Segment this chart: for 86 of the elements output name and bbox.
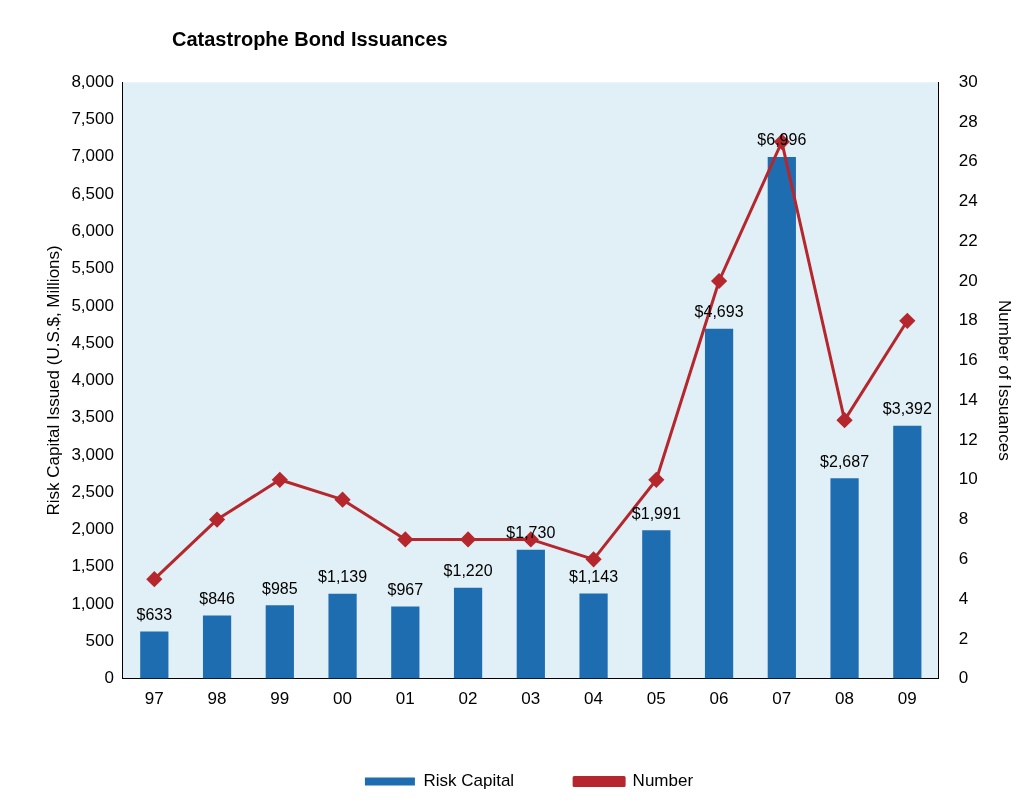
point	[397, 531, 413, 547]
x-tick-label: 06	[709, 689, 729, 709]
bar	[893, 425, 922, 679]
bar	[579, 593, 608, 679]
data-label: $846	[199, 589, 235, 607]
x-tick-label: 98	[207, 689, 227, 709]
y-tick-label: 2,500	[71, 481, 114, 501]
bar	[140, 631, 169, 679]
y-tick-label: 1,500	[71, 556, 114, 576]
data-label: $1,143	[569, 567, 619, 585]
y-tick-label: 1,000	[71, 593, 114, 613]
data-label: $1,730	[506, 524, 556, 542]
data-label: $1,991	[631, 504, 681, 522]
y2-tick-label: 24	[958, 191, 978, 211]
y-tick-label: 500	[85, 631, 114, 651]
bar	[642, 530, 671, 679]
y-tick-label: 8,000	[71, 71, 114, 91]
y2-tick-label: 22	[958, 230, 978, 250]
bar	[516, 549, 545, 679]
x-tick-label: 99	[270, 689, 290, 709]
y2-tick-label: 4	[958, 588, 969, 608]
y2-tick-label: 28	[958, 111, 978, 131]
chart-title: Catastrophe Bond Issuances	[172, 28, 448, 51]
x-tick-label: 97	[144, 689, 164, 709]
y-tick-label: 4,500	[71, 332, 114, 352]
data-label: $633	[136, 605, 173, 623]
point	[837, 412, 853, 428]
y2-axis-title: Number of Issuances	[995, 300, 1015, 461]
x-tick-label: 07	[772, 689, 792, 709]
point	[899, 313, 915, 329]
x-tick-label: 01	[395, 689, 415, 709]
point	[711, 273, 727, 289]
legend-label: Risk Capital	[423, 771, 515, 791]
x-tick-label: 03	[521, 689, 541, 709]
point	[272, 472, 288, 488]
point	[586, 551, 602, 567]
bar	[767, 157, 796, 679]
bar	[391, 606, 420, 679]
x-tick-label: 04	[584, 689, 604, 709]
x-tick-label: 08	[835, 689, 855, 709]
y-tick-label: 3,500	[71, 407, 114, 427]
bar	[328, 593, 357, 679]
y-tick-label: 0	[104, 668, 114, 688]
y-tick-label: 6,500	[71, 183, 114, 203]
data-label: $1,139	[318, 568, 368, 586]
y2-tick-label: 8	[958, 509, 969, 529]
y-tick-label: 5,000	[71, 295, 114, 315]
y2-tick-label: 6	[958, 549, 969, 569]
data-label: $2,687	[820, 452, 870, 470]
bar	[830, 478, 859, 679]
y-tick-label: 6,000	[71, 220, 114, 240]
y2-tick-label: 20	[958, 270, 978, 290]
x-tick-label: 09	[897, 689, 917, 709]
point	[209, 512, 225, 528]
data-label: $3,392	[882, 400, 932, 418]
y2-tick-label: 0	[958, 668, 969, 688]
y-tick-label: 2,000	[71, 519, 114, 539]
y2-tick-label: 2	[958, 628, 969, 648]
y-tick-label: 7,000	[71, 146, 114, 166]
point	[146, 571, 162, 587]
bar	[265, 605, 294, 679]
y2-tick-label: 18	[958, 310, 978, 330]
x-tick-label: 02	[458, 689, 478, 709]
y2-tick-label: 10	[958, 469, 978, 489]
y2-tick-label: 16	[958, 350, 978, 370]
data-label: $985	[262, 579, 298, 597]
y2-tick-label: 26	[958, 151, 978, 171]
point	[460, 531, 476, 547]
y-tick-label: 4,000	[71, 370, 114, 390]
point	[335, 492, 351, 508]
y-axis-title: Risk Capital Issued (U.S.$, Millions)	[43, 245, 63, 516]
bar	[453, 587, 483, 679]
y2-tick-label: 14	[958, 389, 978, 409]
y2-tick-label: 30	[958, 71, 978, 91]
y-tick-label: 3,000	[71, 444, 114, 464]
y-tick-label: 7,500	[71, 109, 114, 129]
y2-tick-label: 12	[958, 429, 978, 449]
data-label: $967	[387, 580, 424, 598]
bar	[202, 615, 232, 679]
legend-label: Number	[632, 771, 694, 791]
x-tick-label: 05	[646, 689, 666, 709]
x-tick-label: 00	[333, 689, 353, 709]
data-label: $1,220	[443, 562, 493, 580]
point	[648, 472, 664, 488]
bar	[704, 328, 734, 679]
y-tick-label: 5,500	[71, 258, 114, 278]
